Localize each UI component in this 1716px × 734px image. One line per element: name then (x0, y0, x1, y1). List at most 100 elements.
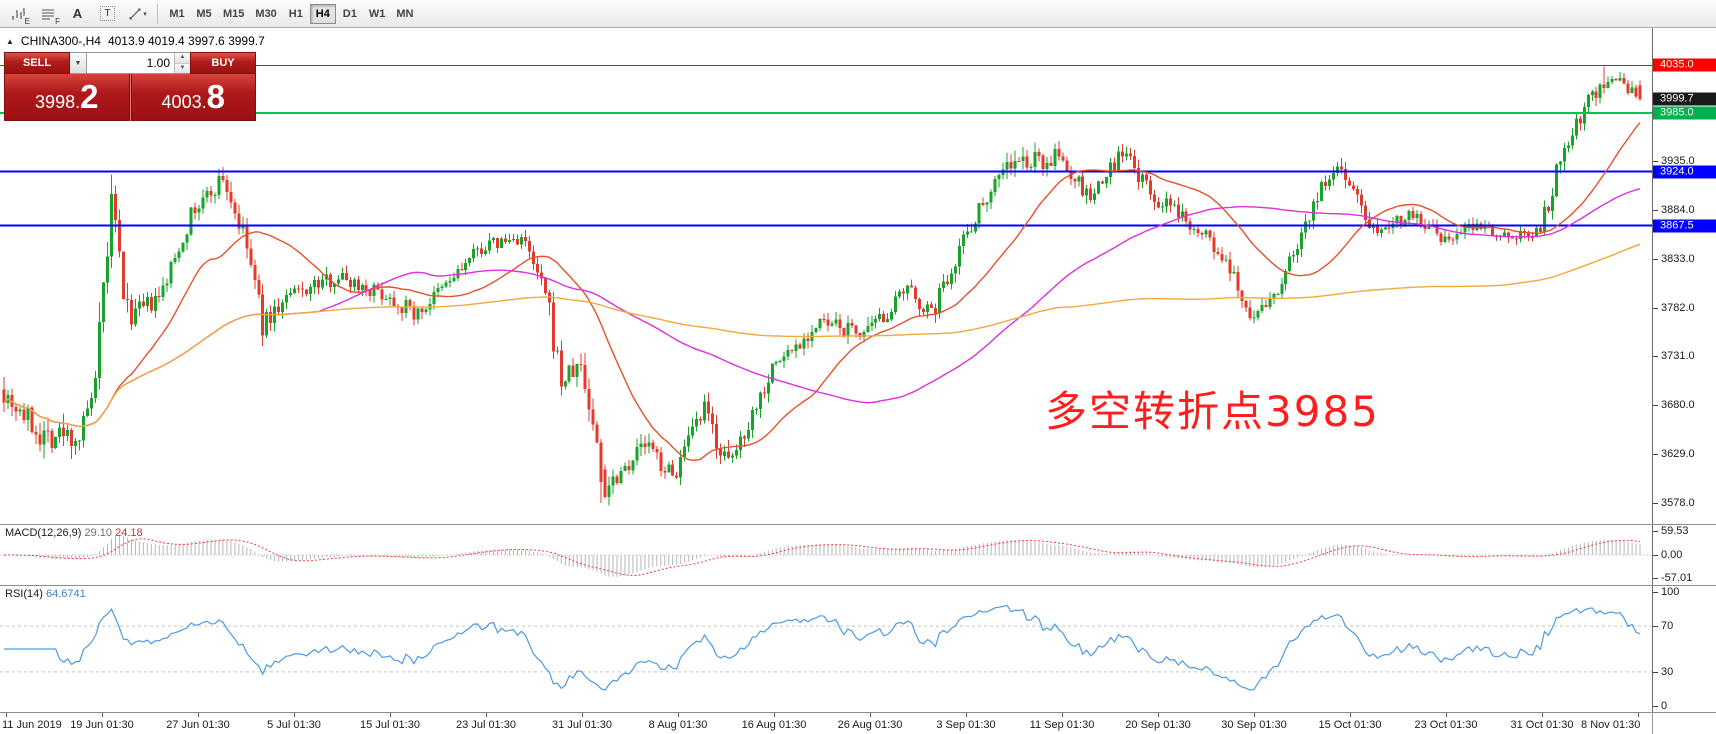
time-axis-label: 8 Nov 01:30 (1581, 719, 1641, 731)
time-axis-label: 23 Jul 01:30 (456, 719, 516, 731)
bar-chart-icon (11, 7, 25, 20)
chart-window: ▲ CHINA300-,H4 4013.9 4019.4 3997.6 3999… (0, 28, 1716, 734)
price-tick-label: 3629.0 (1661, 448, 1695, 461)
rsi-value: 64.6741 (45, 588, 86, 600)
timeframe-m5[interactable]: M5 (196, 7, 212, 20)
sell-price-big-digit: 2 (80, 78, 99, 115)
list-tool-button[interactable]: F (34, 3, 61, 26)
chart-header: ▲ CHINA300-,H4 4013.9 4019.4 3997.6 3999… (6, 34, 265, 48)
main-chart-plot[interactable]: ▲ CHINA300-,H4 4013.9 4019.4 3997.6 3999… (0, 28, 1652, 524)
price-line-label: 3985.0 (1653, 106, 1716, 120)
scale-tick-mark (1653, 209, 1658, 211)
time-axis-tick (390, 713, 391, 717)
price-tick-label: 3935.0 (1661, 155, 1695, 168)
time-axis-tick (1638, 713, 1639, 717)
bar-chart-tool-button[interactable]: E (4, 3, 31, 26)
price-tick-label: 3680.0 (1661, 399, 1695, 412)
time-axis-tick (1254, 713, 1255, 717)
main-toolbar: E F A T ▾ M1 M5 M15 M30 H1 H4 D1 W1 MN (0, 0, 1716, 28)
time-axis-label: 31 Oct 01:30 (1510, 719, 1574, 731)
time-axis-tick (294, 713, 295, 717)
time-axis-label: 15 Oct 01:30 (1318, 719, 1382, 731)
time-axis-tick (582, 713, 583, 717)
trendline-tools-icon (129, 7, 141, 20)
time-axis-label: 19 Jun 01:30 (70, 719, 134, 731)
rsi-tick-label: 0 (1661, 700, 1668, 712)
time-axis-label: 5 Jul 01:30 (267, 719, 321, 731)
timeframe-m15[interactable]: M15 (223, 7, 245, 20)
timeframe-mn[interactable]: MN (396, 7, 414, 20)
timeframe-w1[interactable]: W1 (368, 7, 386, 20)
time-axis-tick (1446, 713, 1447, 717)
time-axis-label: 27 Jun 01:30 (166, 719, 230, 731)
scale-tick-mark (1653, 591, 1658, 593)
price-tick-label: 3578.0 (1661, 496, 1695, 509)
timeframe-m30[interactable]: M30 (255, 7, 277, 20)
text-label-tool-button[interactable]: A (64, 3, 91, 25)
timeframe-m1[interactable]: M1 (169, 7, 185, 20)
order-options-dropdown[interactable]: ▼ (70, 52, 87, 74)
time-axis-label: 30 Sep 01:30 (1221, 719, 1287, 731)
time-axis-tick (774, 713, 775, 717)
icon-sub-label: E (24, 16, 30, 26)
time-axis-tick (102, 713, 103, 717)
macd-tick-label: -57.01 (1661, 571, 1693, 584)
macd-panel[interactable]: MACD(12,26,9) 29.10 24.18 (0, 525, 1652, 585)
scale-tick-mark (1653, 577, 1658, 579)
time-axis[interactable]: 11 Jun 2019 19 Jun 01:30 27 Jun 01:30 5 Jul… (0, 713, 1652, 734)
chart-marker-icon: ▲ (6, 36, 14, 46)
macd-tick-label: 59.53 (1661, 525, 1689, 538)
rsi-panel[interactable]: RSI(14) 64.6741 (0, 586, 1652, 712)
volume-value: 1.00 (146, 56, 170, 70)
macd-name: MACD(12,26,9) (5, 527, 82, 539)
timeframe-h4[interactable]: H4 (309, 3, 336, 24)
price-tick-label: 3782.0 (1661, 301, 1695, 314)
volume-spinner[interactable]: ▲ ▼ (174, 53, 190, 73)
timeframe-toolbar: M1 M5 M15 M30 H1 H4 D1 W1 MN (164, 3, 418, 24)
spinner-down-icon[interactable]: ▼ (175, 63, 190, 73)
rsi-label: RSI(14) 64.6741 (5, 588, 86, 600)
price-scale[interactable]: 3935.0 3884.0 3833.0 3782.0 3731.0 3680.0 3629… (1652, 28, 1716, 524)
rsi-tick-label: 30 (1661, 665, 1674, 678)
time-axis-label: 15 Jul 01:30 (360, 719, 420, 731)
rsi-scale[interactable]: 100 70 30 0 (1652, 586, 1716, 712)
toolbar-separator (157, 3, 158, 24)
sell-price-button[interactable]: 3998. 2 (4, 74, 130, 121)
time-axis-label: 31 Jul 01:30 (552, 719, 612, 731)
buy-price-button[interactable]: 4003. 8 (130, 74, 256, 121)
time-axis-tick (870, 713, 871, 717)
volume-input[interactable]: 1.00 ▲ ▼ (87, 52, 190, 74)
timeframe-h1[interactable]: H1 (288, 7, 303, 20)
rsi-tick-label: 100 (1661, 586, 1680, 598)
spinner-up-icon[interactable]: ▲ (175, 53, 190, 64)
buy-button[interactable]: BUY (190, 52, 256, 74)
rsi-name: RSI(14) (5, 588, 43, 600)
time-axis-label: 11 Jun 2019 (2, 719, 62, 731)
time-axis-label: 16 Aug 01:30 (741, 719, 807, 731)
price-divider (129, 74, 131, 121)
price-tick-label: 3884.0 (1661, 203, 1695, 216)
macd-label: MACD(12,26,9) 29.10 24.18 (5, 527, 143, 539)
candlestick-chart (0, 64, 1652, 506)
trendline-tools-button[interactable]: ▾ (124, 3, 151, 25)
time-axis-label: 20 Sep 01:30 (1125, 719, 1191, 731)
sell-button[interactable]: SELL (4, 52, 70, 74)
time-axis-tick (6, 713, 7, 717)
scale-tick-mark (1653, 626, 1658, 628)
macd-scale[interactable]: 59.53 0.00 -57.01 (1652, 525, 1716, 585)
time-axis-tick (1158, 713, 1159, 717)
text-box-tool-button[interactable]: T (94, 3, 121, 25)
time-axis-tick (1350, 713, 1351, 717)
timeframe-d1[interactable]: D1 (342, 7, 357, 20)
price-tick-label: 3833.0 (1661, 252, 1695, 265)
time-axis-label: 8 Aug 01:30 (648, 719, 708, 731)
scale-tick-mark (1653, 258, 1658, 260)
chart-symbol-label: CHINA300-,H4 (20, 34, 101, 48)
scale-tick-mark (1653, 307, 1658, 309)
price-line-label: 4035.0 (1653, 58, 1716, 72)
macd-main-value: 29.10 (84, 527, 113, 539)
scale-tick-mark (1653, 555, 1658, 556)
rsi-tick-label: 70 (1661, 620, 1674, 633)
macd-tick-label: 0.00 (1661, 549, 1683, 561)
scale-tick-mark (1653, 161, 1658, 163)
